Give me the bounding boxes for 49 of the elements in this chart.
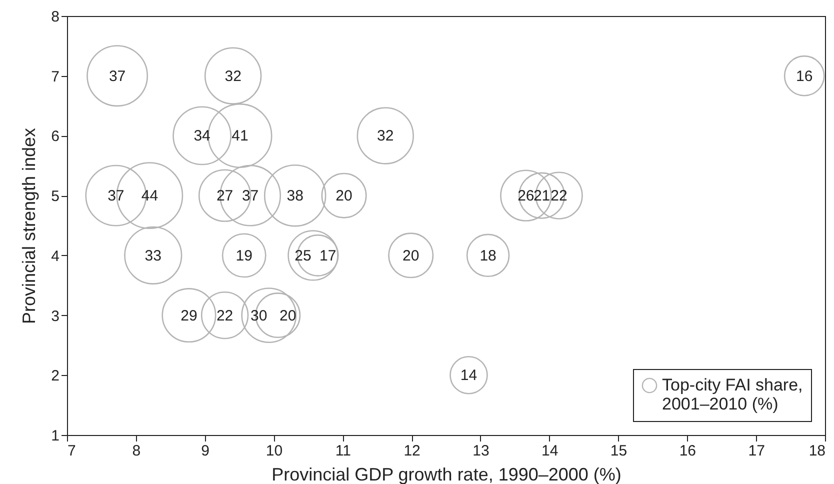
data-label: 32 <box>224 68 242 85</box>
x-tick-label: 12 <box>404 442 420 460</box>
x-tick-label: 13 <box>472 442 490 460</box>
y-tick-label: 1 <box>51 428 60 444</box>
data-label: 20 <box>402 247 420 264</box>
y-axis-title: Provincial strength index <box>19 128 40 324</box>
x-tick-label: 9 <box>201 442 210 460</box>
data-label: 19 <box>236 247 252 264</box>
x-tick-label: 15 <box>610 442 628 460</box>
data-label: 20 <box>280 307 296 324</box>
data-label: 27 <box>216 188 234 205</box>
data-label: 34 <box>194 128 210 145</box>
data-label: 44 <box>141 188 158 205</box>
data-label: 29 <box>180 307 198 324</box>
data-label: 41 <box>232 128 248 145</box>
data-label: 25 <box>294 247 312 264</box>
y-tick-label: 3 <box>51 308 60 325</box>
data-label: 21 <box>533 188 550 205</box>
data-label: 30 <box>250 307 268 324</box>
x-tick-label: 7 <box>68 442 76 460</box>
x-tick-label: 10 <box>266 442 283 460</box>
data-label: 38 <box>286 188 304 205</box>
data-label: 22 <box>550 188 568 205</box>
data-label: 17 <box>319 247 336 264</box>
data-label: 32 <box>377 128 394 145</box>
data-label: 33 <box>144 247 162 264</box>
y-tick-label: 2 <box>51 368 60 385</box>
data-label: 22 <box>216 307 234 324</box>
y-tick-label: 7 <box>51 68 60 86</box>
data-label: 26 <box>518 188 534 205</box>
x-tick-label: 8 <box>132 442 141 460</box>
x-tick-label: 18 <box>808 442 826 460</box>
y-tick-label: 4 <box>51 248 60 265</box>
y-tick-label: 5 <box>51 188 60 206</box>
x-tick-label: 14 <box>542 442 558 460</box>
y-tick-label: 8 <box>51 8 60 26</box>
x-tick-label: 16 <box>679 442 696 460</box>
legend-label: Top-city FAI share, 2001–2010 (%) <box>662 376 803 414</box>
data-label: 37 <box>242 188 259 205</box>
data-label: 37 <box>108 188 124 205</box>
data-label: 16 <box>796 68 813 85</box>
x-tick-label: 17 <box>748 442 765 460</box>
data-label: 18 <box>480 247 496 264</box>
data-label: 14 <box>460 367 478 384</box>
y-tick-label: 6 <box>51 128 60 146</box>
data-label: 37 <box>108 68 126 85</box>
x-axis-title: Provincial GDP growth rate, 1990–2000 (%) <box>272 464 622 484</box>
data-label: 20 <box>336 188 352 205</box>
x-tick-label: 11 <box>335 442 351 460</box>
